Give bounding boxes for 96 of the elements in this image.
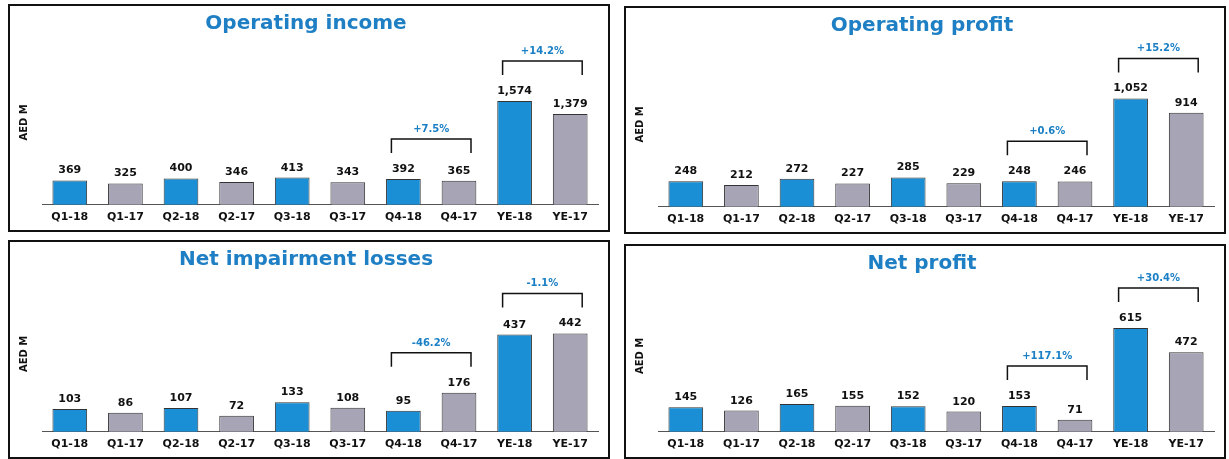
data-label: 108	[336, 390, 360, 404]
data-label: 120	[952, 394, 976, 408]
x-tick-label: Q3-18	[889, 212, 927, 226]
annotation: +117.1%	[1022, 349, 1073, 361]
x-tick-label: Q4-18	[1000, 437, 1038, 451]
annotation: +7.5%	[413, 122, 450, 134]
annotation: -46.2%	[411, 336, 451, 348]
x-tick-label: Q1-17	[722, 437, 760, 451]
x-tick-label: Q1-18	[667, 437, 705, 451]
data-label: 71	[1067, 402, 1083, 416]
data-label: 227	[841, 166, 865, 180]
data-label: 153	[1007, 388, 1031, 402]
x-tick-label: Q2-18	[778, 437, 816, 451]
data-label: 248	[674, 164, 698, 178]
x-tick-label: YE-17	[551, 210, 588, 224]
data-label: 107	[169, 390, 193, 404]
data-label: 152	[896, 389, 920, 403]
x-tick-label: Q4-17	[440, 210, 478, 224]
x-tick-label: Q4-18	[384, 210, 422, 224]
chart-title: Operating income	[205, 10, 407, 35]
x-tick-label: Q1-17	[722, 212, 760, 226]
data-label: 346	[225, 164, 249, 178]
x-tick-label: Q3-17	[945, 437, 983, 451]
x-tick-label: YE-18	[495, 437, 533, 451]
data-label: 126	[729, 393, 754, 407]
x-tick-label: Q1-17	[106, 210, 144, 224]
x-tick-label: YE-17	[1167, 212, 1204, 226]
x-tick-label: Q4-17	[1056, 212, 1094, 226]
data-label: 86	[117, 395, 134, 409]
x-tick-label: Q3-17	[329, 210, 367, 224]
x-tick-label: Q3-17	[329, 437, 367, 451]
data-label: 369	[58, 163, 82, 177]
x-tick-label: YE-17	[1167, 437, 1204, 451]
y-axis-title: AED M	[633, 337, 645, 375]
x-tick-label: Q4-17	[440, 437, 478, 451]
x-tick-label: Q2-17	[834, 437, 872, 451]
data-label: 914	[1174, 95, 1199, 109]
data-label: 413	[280, 160, 304, 174]
data-label: 229	[952, 166, 976, 180]
chart-title: Net impairment losses	[178, 246, 434, 271]
data-label: 95	[395, 393, 412, 407]
x-tick-label: Q1-17	[106, 437, 144, 451]
x-tick-label: Q3-17	[945, 212, 983, 226]
x-tick-label: Q3-18	[273, 437, 311, 451]
x-tick-label: Q3-18	[889, 437, 927, 451]
data-label: 615	[1119, 311, 1143, 325]
data-label: 1,574	[497, 84, 533, 98]
text: +14.2%	[520, 45, 564, 57]
data-label: 400	[169, 161, 193, 175]
data-label: 1,052	[1113, 81, 1148, 95]
chart-title: Operating profit	[830, 12, 1014, 37]
x-tick-label: Q2-17	[218, 437, 256, 451]
data-label: 442	[558, 316, 582, 330]
y-axis-title: AED M	[17, 335, 29, 373]
x-tick-label: Q1-18	[51, 210, 89, 224]
x-tick-label: Q3-18	[273, 210, 311, 224]
x-tick-label: YE-18	[1111, 212, 1149, 226]
data-label: 272	[785, 161, 809, 175]
data-label: 437	[503, 317, 527, 331]
data-label: 1,379	[552, 96, 588, 110]
x-tick-label: Q1-18	[667, 212, 705, 226]
data-label: 248	[1007, 164, 1031, 178]
data-label: 145	[674, 390, 698, 404]
data-label: 155	[841, 388, 865, 402]
x-tick-label: Q4-18	[384, 437, 422, 451]
y-axis-title: AED M	[17, 104, 29, 141]
text: +15.2%	[1136, 42, 1180, 54]
y-axis-title: AED M	[633, 106, 645, 143]
data-label: 165	[785, 386, 809, 400]
chart-title: Net profit	[867, 250, 977, 275]
x-tick-label: Q2-18	[778, 212, 816, 226]
x-tick-label: Q2-17	[834, 212, 872, 226]
data-label: 246	[1063, 164, 1087, 178]
data-label: 285	[896, 160, 920, 174]
x-tick-label: YE-17	[551, 437, 588, 451]
data-label: 343	[336, 165, 360, 179]
x-tick-label: Q2-18	[162, 437, 200, 451]
data-label: 472	[1174, 335, 1198, 349]
x-tick-label: YE-18	[495, 210, 533, 224]
x-tick-label: YE-18	[1111, 437, 1149, 451]
data-label: 212	[729, 167, 753, 181]
text: +30.4%	[1136, 272, 1180, 284]
x-tick-label: Q4-18	[1000, 212, 1038, 226]
data-label: 365	[447, 163, 471, 177]
data-label: 176	[447, 375, 471, 389]
data-label: 133	[280, 385, 304, 399]
data-label: 72	[228, 398, 245, 412]
data-label: 392	[391, 161, 415, 175]
annotation: +0.6%	[1029, 125, 1066, 137]
x-tick-label: Q2-17	[218, 210, 256, 224]
data-label: 325	[113, 166, 137, 180]
text: -1.1%	[526, 277, 559, 289]
x-tick-label: Q4-17	[1056, 437, 1094, 451]
x-tick-label: Q1-18	[51, 437, 89, 451]
data-label: 103	[58, 391, 82, 405]
x-tick-label: Q2-18	[162, 210, 200, 224]
